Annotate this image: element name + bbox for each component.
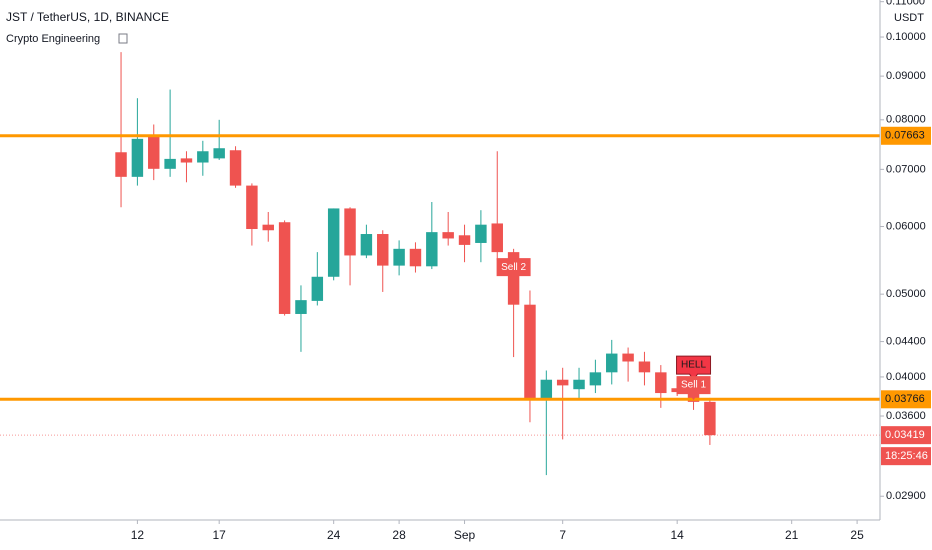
candle-body — [573, 379, 585, 390]
y-tick-label: 0.07000 — [886, 163, 926, 175]
candle-body — [458, 235, 471, 245]
candle-body — [491, 223, 503, 253]
chart-title: JST / TetherUS, 1D, BINANCE — [6, 10, 169, 24]
candle-body — [180, 158, 193, 163]
candle-body — [344, 208, 356, 256]
x-tick-label: 17 — [213, 528, 227, 542]
last-price-label: 0.03419 — [885, 429, 925, 441]
y-tick-label: 0.08000 — [886, 114, 926, 126]
candle-body — [229, 150, 242, 186]
y-tick-label: 0.11000 — [886, 0, 925, 8]
level-label: 0.07663 — [885, 130, 925, 142]
currency: USDT — [894, 12, 924, 24]
candle-body — [360, 234, 373, 256]
y-tick-label: 0.06000 — [886, 220, 926, 232]
y-tick-label: 0.03600 — [886, 410, 926, 422]
countdown-tag — [881, 447, 931, 466]
labels: 0.11000 0.10000 0.09000 0.08000 0.07000 0.060… — [131, 0, 931, 542]
y-tick-label: 0.04400 — [886, 335, 926, 347]
candle-body — [409, 248, 422, 267]
x-tick-label: 25 — [850, 528, 864, 542]
x-tick-label: 28 — [392, 528, 406, 542]
candle-body — [556, 379, 569, 386]
y-tick-label: 0.05000 — [886, 288, 926, 300]
candle-body — [164, 158, 176, 169]
candle-body — [295, 300, 307, 314]
x-tick-label: Sep — [454, 528, 476, 542]
signal-box — [496, 258, 531, 283]
x-tick-label: 24 — [327, 528, 341, 542]
candle-body — [213, 148, 225, 159]
x-tick-label: 12 — [131, 528, 145, 542]
level-tag — [881, 126, 931, 145]
y-tick-label: 0.09000 — [886, 70, 926, 82]
candle-body — [524, 304, 536, 400]
candle-body — [131, 138, 144, 177]
candle-body — [606, 353, 618, 373]
indicator-icon[interactable] — [118, 33, 128, 44]
candle-body — [377, 234, 389, 266]
plot — [0, 52, 880, 476]
candle-body — [589, 372, 602, 386]
candle-body — [246, 185, 258, 230]
candle-body — [426, 232, 438, 267]
x-tick-label: 7 — [559, 528, 566, 542]
last-price-tag — [881, 426, 931, 445]
candle-body — [278, 222, 291, 314]
candle-body — [115, 152, 127, 177]
candle-body — [540, 379, 553, 400]
candle-body — [704, 401, 716, 436]
candle-body — [442, 232, 454, 239]
level-label: 0.03766 — [885, 393, 925, 405]
y-tick-label: 0.10000 — [886, 31, 926, 43]
x-tick-label: 21 — [785, 528, 799, 542]
candle-body — [393, 248, 405, 266]
signal-label: Sell 1 — [681, 380, 706, 391]
y-tick-label: 0.02900 — [886, 490, 926, 502]
signal-label: HELL — [681, 360, 706, 371]
signal-box — [676, 376, 711, 401]
candle-body — [655, 372, 667, 394]
candle-body — [475, 224, 487, 243]
candle-body — [311, 276, 324, 301]
level-tag — [881, 390, 931, 409]
countdown-label: 18:25:46 — [885, 450, 928, 462]
candle-body — [197, 151, 209, 163]
indicator-name: Crypto Engineering — [6, 33, 100, 45]
signal-label: Sell 2 — [501, 262, 526, 273]
candle-body — [148, 136, 160, 169]
candle-body — [622, 353, 634, 362]
y-tick-label: 0.04000 — [886, 371, 926, 383]
x-tick-label: 14 — [670, 528, 684, 542]
candle-body — [638, 361, 651, 373]
candle-body — [327, 208, 340, 277]
candle-body — [262, 224, 274, 231]
